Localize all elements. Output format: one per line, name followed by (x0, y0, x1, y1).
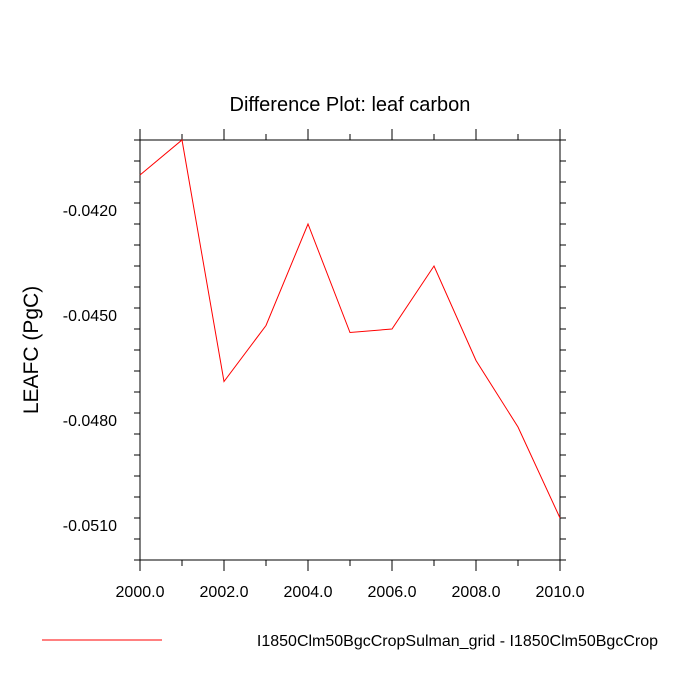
plot-frame (139, 139, 561, 561)
y-tick-label: -0.0510 (63, 518, 117, 535)
legend: I1850Clm50BgcCropSulman_grid - I1850Clm5… (42, 633, 658, 650)
axis-ticks (134, 129, 566, 571)
x-tick-label: 2010.0 (536, 584, 585, 601)
y-tick-label: -0.0450 (63, 308, 117, 325)
y-tick-label: -0.0420 (63, 203, 117, 220)
series-layer (139, 139, 561, 519)
x-tick-label: 2006.0 (368, 584, 417, 601)
axis-tick-labels: 2000.0 2002.0 2004.0 2006.0 2008.0 2010.0 -0.0… (63, 203, 585, 601)
y-axis-label: LEAFC (PgC) (20, 286, 43, 414)
x-tick-label: 2002.0 (200, 584, 249, 601)
x-tick-label: 2004.0 (284, 584, 333, 601)
x-tick-label: 2008.0 (452, 584, 501, 601)
y-tick-label: -0.0480 (63, 413, 117, 430)
x-tick-label: 2000.0 (116, 584, 165, 601)
legend-label: I1850Clm50BgcCropSulman_grid - I1850Clm5… (257, 633, 658, 650)
chart-title: Difference Plot: leaf carbon (230, 94, 471, 116)
series-line (139, 139, 561, 519)
